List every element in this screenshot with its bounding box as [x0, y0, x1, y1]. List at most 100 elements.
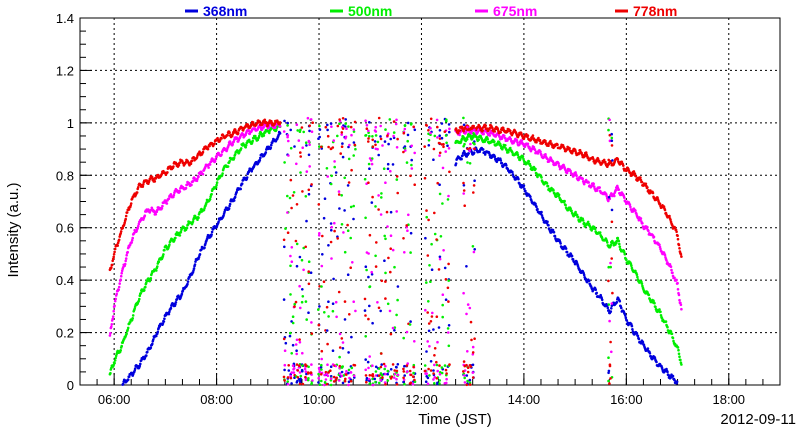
data-point [294, 343, 298, 346]
data-point [379, 124, 383, 128]
data-point [466, 366, 470, 370]
data-point [462, 123, 466, 127]
data-point [544, 139, 547, 143]
data-point [678, 355, 681, 359]
data-point [169, 193, 173, 196]
data-point [325, 167, 329, 170]
data-point [623, 250, 626, 254]
data-point [607, 199, 610, 203]
data-point [347, 383, 350, 387]
data-point [168, 243, 171, 247]
data-point [430, 242, 433, 246]
data-point [308, 124, 312, 127]
data-point [424, 380, 428, 384]
data-point [426, 340, 430, 343]
data-point [412, 365, 415, 369]
data-point [386, 369, 390, 373]
data-point [217, 220, 220, 224]
data-point [395, 146, 399, 149]
data-point [254, 134, 257, 138]
data-point [614, 188, 618, 192]
data-point [594, 288, 597, 292]
data-point [430, 315, 434, 318]
data-point [468, 381, 472, 385]
data-point [274, 126, 277, 129]
data-point [447, 344, 451, 348]
data-point [392, 134, 395, 138]
data-point [354, 309, 357, 313]
data-point [470, 338, 473, 342]
data-point [326, 128, 329, 132]
data-point [341, 127, 345, 130]
data-point [593, 227, 597, 231]
data-point [509, 129, 512, 133]
data-point [587, 279, 591, 283]
data-point [379, 378, 382, 382]
data-point [467, 152, 471, 155]
data-point [323, 373, 326, 377]
data-point [542, 218, 545, 222]
data-point [350, 335, 353, 339]
data-point [210, 192, 213, 196]
data-point [288, 334, 292, 338]
data-point [458, 133, 461, 137]
data-point [607, 303, 611, 306]
data-point [345, 373, 348, 376]
data-point [201, 172, 205, 176]
data-point [412, 375, 415, 379]
data-point [472, 250, 476, 254]
data-point [307, 153, 311, 157]
data-point [109, 331, 112, 335]
data-point [471, 376, 475, 379]
data-point [289, 264, 292, 268]
data-point [347, 125, 350, 128]
data-point [286, 380, 290, 383]
data-point [110, 325, 113, 329]
data-point [679, 303, 683, 307]
data-point [403, 127, 407, 131]
data-point [145, 354, 148, 357]
data-point [138, 297, 141, 301]
data-point [521, 155, 525, 158]
data-point [196, 218, 199, 221]
data-point [526, 142, 530, 146]
data-point [402, 367, 405, 371]
data-point [610, 220, 614, 224]
data-point [374, 365, 378, 369]
data-point [425, 372, 429, 375]
data-point [616, 157, 620, 161]
data-point [633, 172, 637, 175]
data-point [654, 305, 657, 309]
data-point [447, 279, 451, 282]
data-point [347, 157, 351, 161]
data-point [380, 279, 384, 283]
data-point [402, 131, 406, 135]
data-point [466, 350, 469, 353]
data-point [607, 379, 610, 383]
data-point [515, 139, 519, 142]
data-point [429, 126, 432, 130]
data-point [340, 133, 344, 136]
data-point [236, 131, 240, 135]
data-point [198, 253, 202, 256]
x-tick-label: 18:00 [713, 392, 746, 407]
data-point [294, 239, 298, 243]
data-point [438, 379, 442, 382]
data-point [595, 291, 598, 295]
data-point [128, 321, 132, 324]
data-point [432, 378, 435, 381]
data-point [295, 352, 299, 356]
data-point [126, 378, 130, 381]
data-point [323, 197, 327, 200]
data-point [391, 163, 395, 166]
data-point [293, 145, 296, 148]
data-point [382, 167, 386, 170]
data-point [644, 182, 648, 186]
data-point [287, 364, 291, 367]
data-point [142, 183, 145, 186]
data-point [396, 137, 399, 141]
data-point [465, 363, 468, 367]
data-point [432, 328, 435, 331]
data-point [473, 147, 476, 151]
data-point [384, 364, 387, 368]
